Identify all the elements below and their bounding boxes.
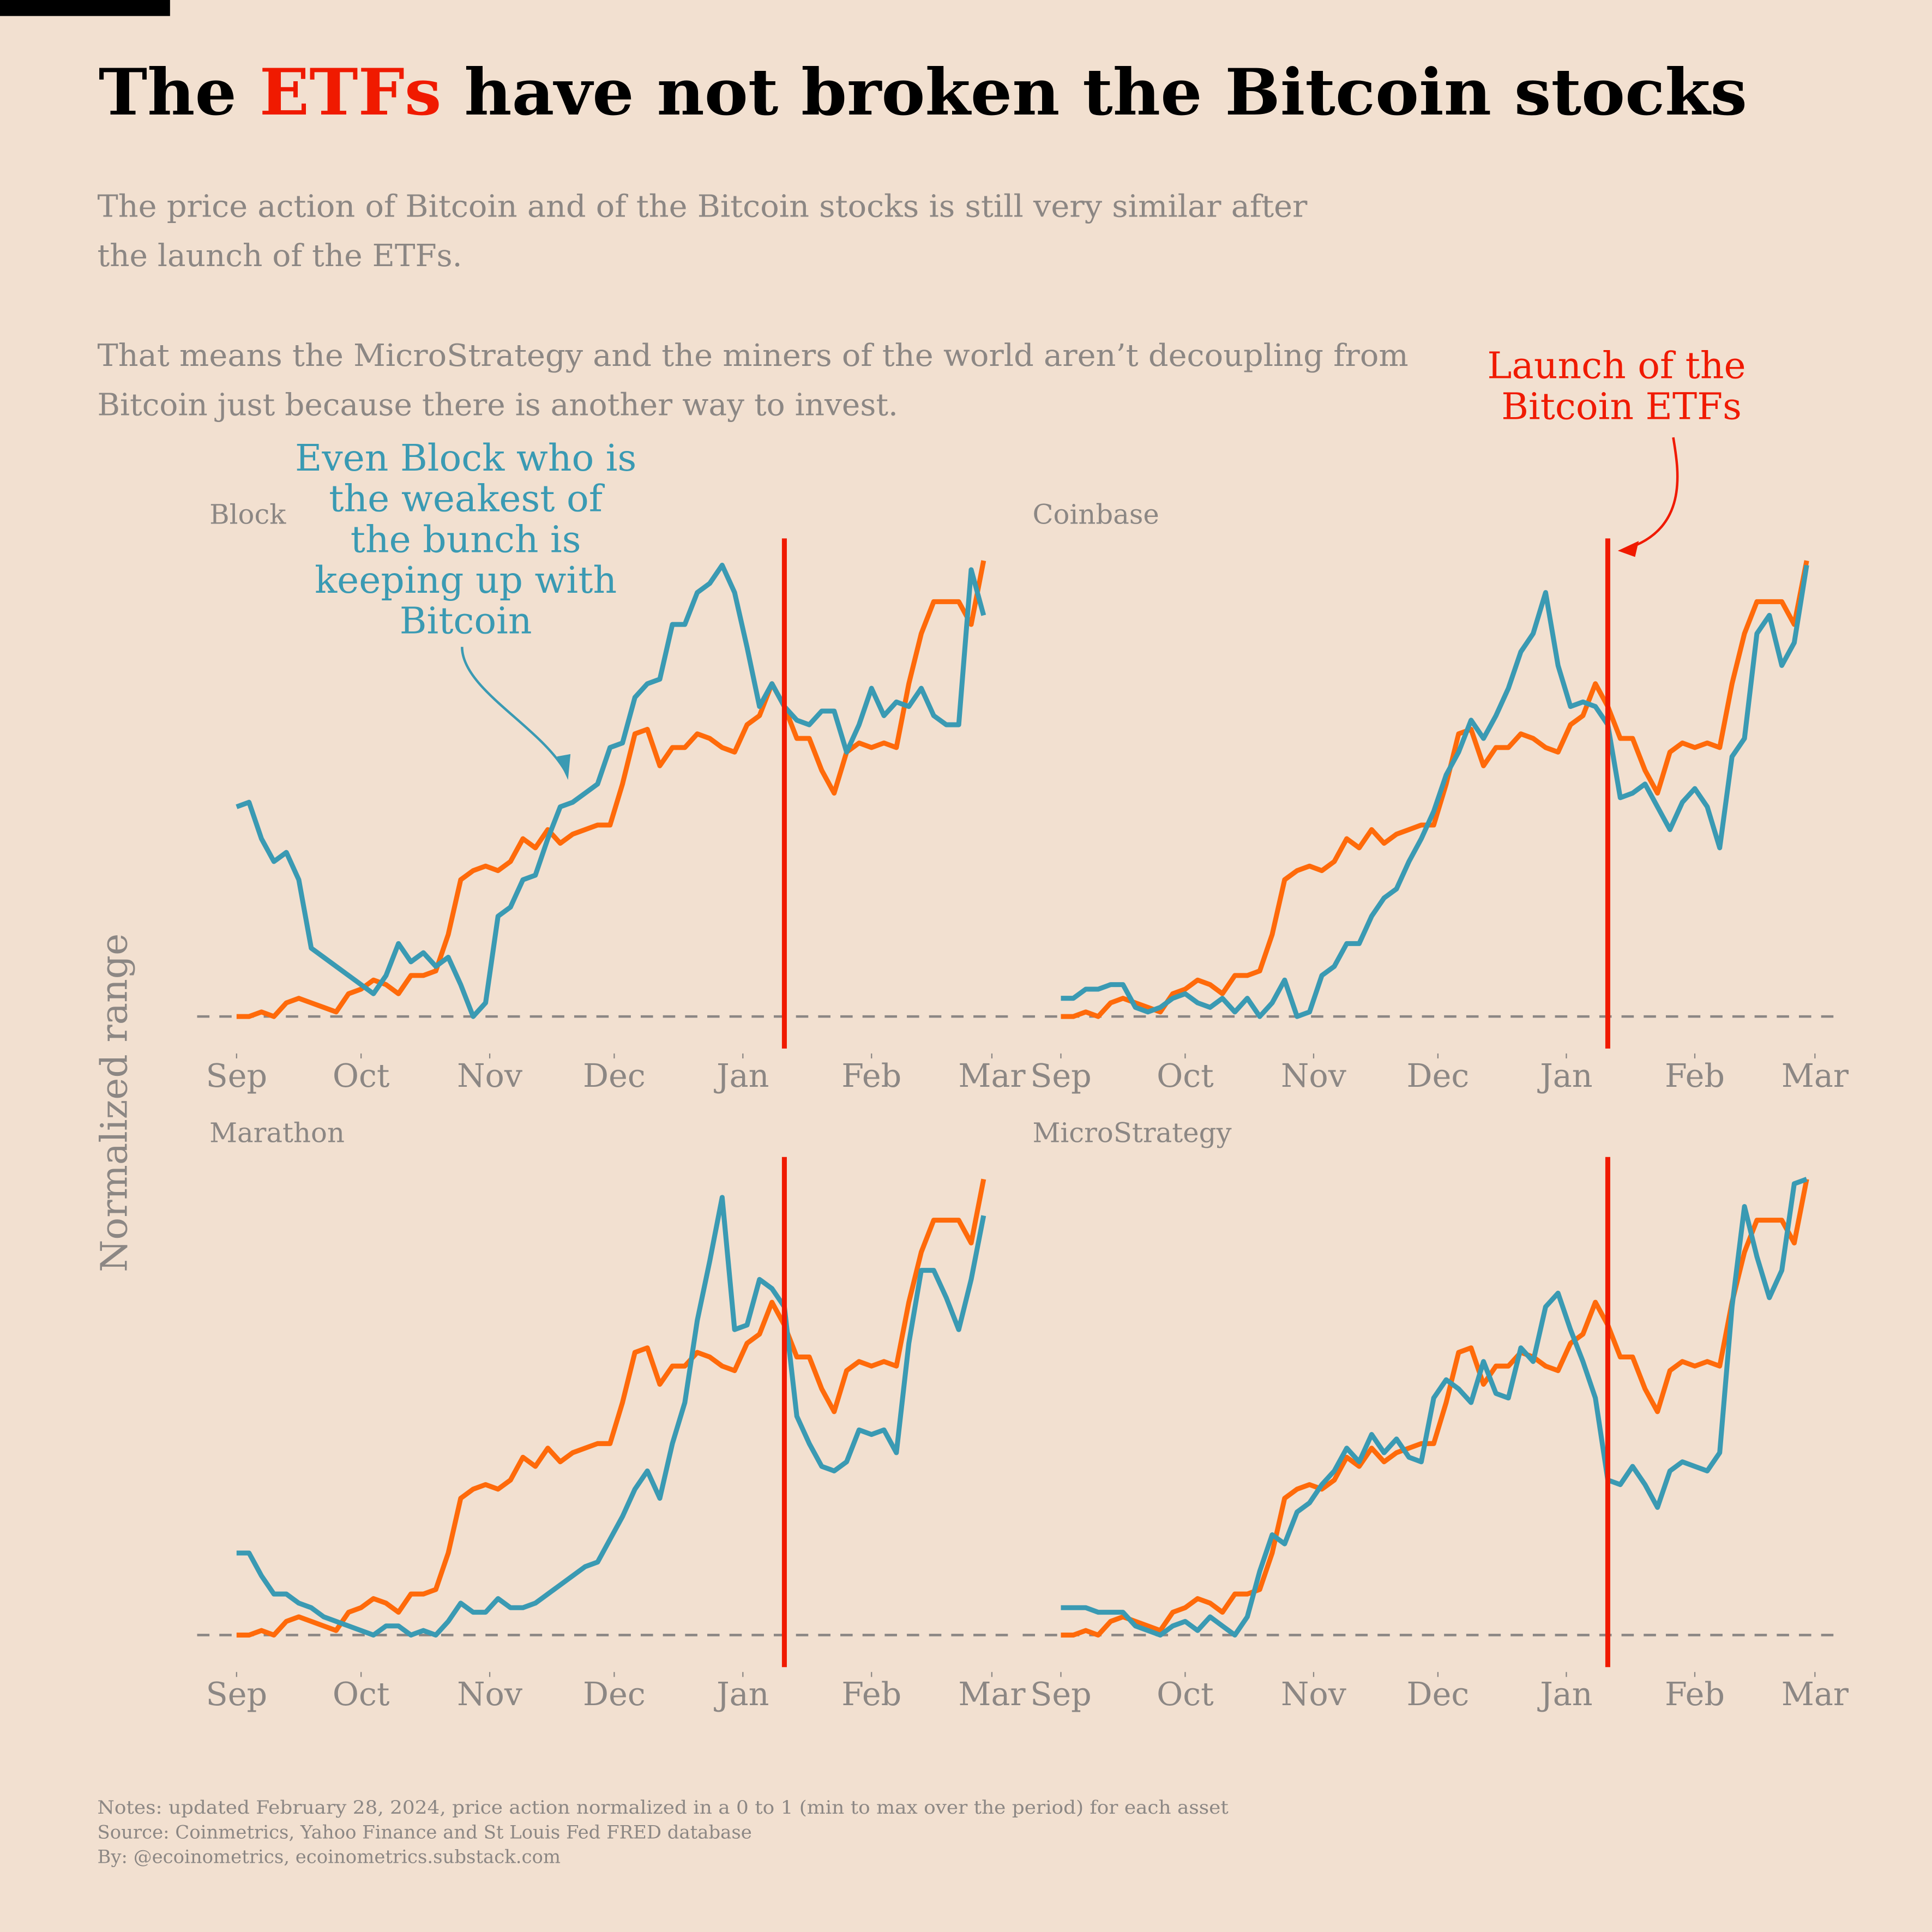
x-tick-label: Sep: [206, 1057, 268, 1094]
block-annotation: Even Block who is the weakest of the bun…: [295, 436, 636, 642]
x-tick-label: Feb: [841, 1675, 901, 1713]
stock-line-marathon: [236, 1195, 986, 1638]
x-tick-label: Dec: [583, 1057, 646, 1094]
chart-title: The ETFs have not broken the Bitcoin sto…: [99, 55, 1747, 130]
x-tick-label: Oct: [333, 1675, 390, 1713]
x-tick-label: Sep: [1030, 1675, 1092, 1713]
x-tick-label: Jan: [714, 1675, 769, 1713]
bitcoin-line: [1061, 1178, 1809, 1638]
x-tick-label: Nov: [457, 1675, 523, 1713]
block-arrow-head-icon: [557, 754, 571, 780]
title-part2: have not broken the Bitcoin stocks: [441, 55, 1747, 130]
y-axis-label: Normalized range: [93, 934, 136, 1272]
footnotes: Notes: updated February 28, 2024, price …: [98, 1797, 1229, 1867]
panel-block: Block Sep Oct Nov Dec Jan Feb Mar: [197, 498, 1026, 1094]
bitcoin-line: [1061, 560, 1809, 1019]
panel-title: Coinbase: [1033, 498, 1159, 530]
footnote-by: By: @ecoinometrics, ecoinometrics.substa…: [98, 1846, 561, 1867]
x-tick-label: Sep: [206, 1675, 268, 1713]
block-annotation-line: Bitcoin: [400, 599, 532, 642]
stock-line-coinbase: [1061, 564, 1809, 1019]
x-tick-label: Jan: [1537, 1675, 1592, 1713]
block-annotation-line: Even Block who is: [295, 436, 636, 479]
x-tick-label: Oct: [333, 1057, 390, 1094]
panel-microstrategy: MicroStrategy Sep Oct Nov Dec Jan Feb Mar: [1022, 1117, 1849, 1713]
brand-bar: [0, 0, 170, 16]
etf-arrow-head-icon: [1617, 540, 1639, 557]
panel-title: Marathon: [209, 1117, 345, 1149]
x-tick-label: Mar: [1781, 1675, 1849, 1713]
x-tick-label: Jan: [1537, 1057, 1592, 1094]
x-tick-label: Dec: [1407, 1057, 1470, 1094]
block-annotation-line: the weakest of: [329, 477, 605, 520]
block-annotation-line: keeping up with: [315, 558, 617, 601]
x-tick-label: Oct: [1157, 1675, 1214, 1713]
panel-marathon: Marathon Sep Oct Nov Dec Jan Feb Mar: [197, 1117, 1026, 1713]
subtitle-line: Bitcoin just because there is another wa…: [98, 387, 898, 423]
etf-annotation: Launch of the Bitcoin ETFs: [1487, 344, 1746, 428]
etf-annotation-line: Launch of the: [1487, 344, 1746, 387]
block-annotation-arrow: [461, 647, 568, 775]
x-tick-label: Mar: [958, 1057, 1026, 1094]
x-tick-label: Feb: [841, 1057, 901, 1094]
x-tick-label: Dec: [583, 1675, 646, 1713]
subtitle-line: That means the MicroStrategy and the min…: [98, 338, 1409, 374]
etf-annotation-arrow: [1623, 437, 1679, 551]
x-tick-label: Nov: [457, 1057, 523, 1094]
x-tick-label: Feb: [1665, 1675, 1725, 1713]
x-tick-label: Oct: [1157, 1057, 1214, 1094]
bitcoin-line: [236, 1178, 986, 1638]
x-tick-label: Nov: [1281, 1675, 1347, 1713]
x-tick-label: Dec: [1407, 1675, 1470, 1713]
block-annotation-line: the bunch is: [351, 517, 581, 561]
x-tick-label: Jan: [714, 1057, 769, 1094]
subtitle-line: The price action of Bitcoin and of the B…: [98, 189, 1308, 225]
bitcoin-line: [236, 560, 986, 1019]
panel-title: MicroStrategy: [1033, 1117, 1232, 1149]
title-highlight: ETFs: [260, 55, 442, 130]
x-tick-label: Feb: [1665, 1057, 1725, 1094]
footnote-source: Source: Coinmetrics, Yahoo Finance and S…: [98, 1821, 752, 1843]
subtitle: The price action of Bitcoin and of the B…: [98, 189, 1409, 423]
subtitle-line: the launch of the ETFs.: [98, 238, 462, 274]
x-tick-label: Nov: [1281, 1057, 1347, 1094]
panel-title: Block: [209, 498, 286, 530]
footnote-notes: Notes: updated February 28, 2024, price …: [98, 1797, 1229, 1818]
etf-annotation-line: Bitcoin ETFs: [1501, 384, 1742, 428]
x-tick-label: Mar: [958, 1675, 1026, 1713]
x-tick-label: Sep: [1030, 1057, 1092, 1094]
stock-line-microstrategy: [1061, 1177, 1808, 1638]
panels: Block Sep Oct Nov Dec Jan Feb Mar Coinbase Sep Oct…: [197, 498, 1849, 1713]
panel-coinbase: Coinbase Sep Oct Nov Dec Jan Feb Mar: [1022, 498, 1849, 1094]
title-part1: The: [99, 55, 260, 130]
stock-line-block: [236, 562, 986, 1019]
x-tick-label: Mar: [1781, 1057, 1849, 1094]
